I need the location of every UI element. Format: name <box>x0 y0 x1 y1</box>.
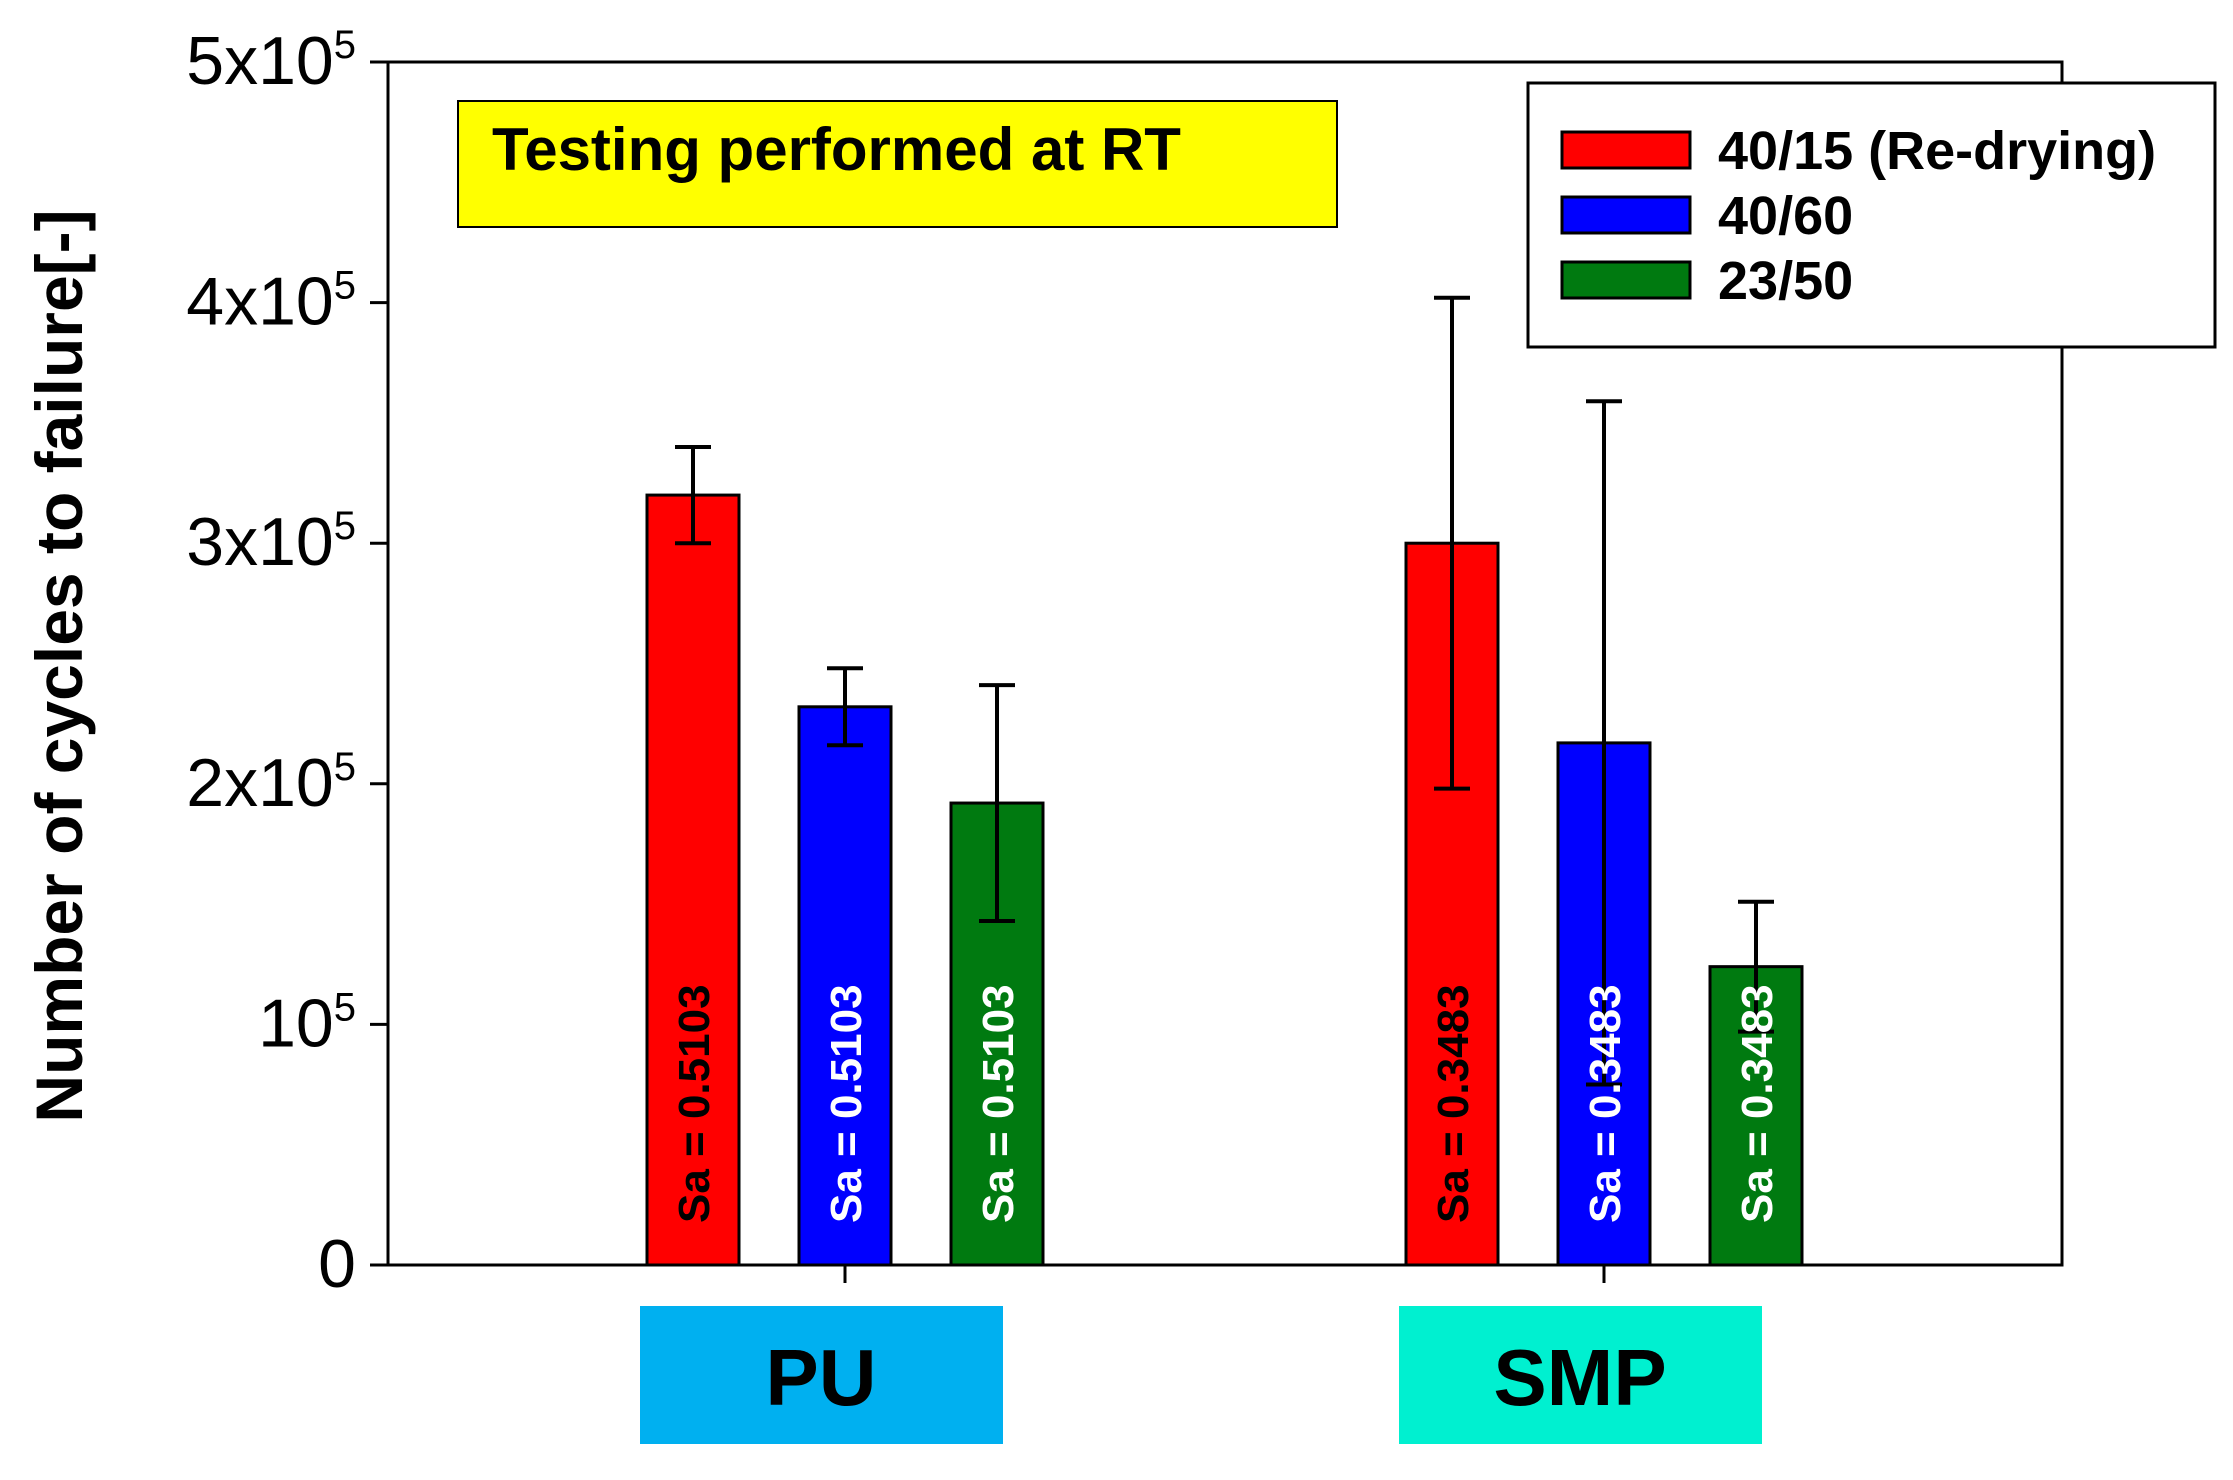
legend-swatch <box>1560 130 1692 170</box>
legend-swatch <box>1560 195 1692 235</box>
legend-label: 40/15 (Re-drying) <box>1718 121 2156 181</box>
y-axis-title: Number of cycles to failure[-] <box>22 209 96 1122</box>
bar-data-label: Sa = 0.3483 <box>1429 984 1478 1223</box>
y-tick-label: 0 <box>318 1226 356 1302</box>
y-tick-label-exponent: 5 <box>334 23 356 67</box>
y-tick-label-exponent: 5 <box>334 504 356 548</box>
y-tick-label-exponent: 5 <box>334 745 356 789</box>
y-tick-label: 4x105 <box>186 264 356 340</box>
y-tick-label: 3x105 <box>186 504 356 580</box>
category-box <box>1399 1306 1762 1444</box>
legend-label: 40/60 <box>1718 186 1853 246</box>
y-tick-label-base: 4x10 <box>186 264 333 340</box>
legend-swatch <box>1560 260 1692 300</box>
bar <box>949 801 1045 1267</box>
y-tick-label-base: 0 <box>318 1226 356 1302</box>
annotation-background <box>457 100 1338 228</box>
y-tick-label: 105 <box>258 985 356 1061</box>
legend-label: 23/50 <box>1718 251 1853 311</box>
bar-data-label: Sa = 0.3483 <box>1581 984 1630 1223</box>
x-axis: PU SMP <box>640 1265 1762 1444</box>
bar-data-label: Sa = 0.5103 <box>822 984 871 1223</box>
category-label: SMP <box>1493 1333 1666 1422</box>
y-tick-label-base: 10 <box>258 985 334 1061</box>
y-tick-label: 5x105 <box>186 23 356 99</box>
y-tick-label-base: 5x10 <box>186 23 333 99</box>
y-tick-label-exponent: 5 <box>334 264 356 308</box>
bar-data-label: Sa = 0.3483 <box>1733 984 1782 1223</box>
bar-data-label: Sa = 0.5103 <box>670 984 719 1223</box>
category-box <box>640 1306 1003 1444</box>
bar-data-label: Sa = 0.5103 <box>974 984 1023 1223</box>
category-label: PU <box>765 1333 876 1422</box>
y-tick-label-base: 2x10 <box>186 745 333 821</box>
plot-border <box>386 60 2064 1267</box>
plot-frame <box>386 60 2064 1267</box>
annotation-box: Testing performed at RT <box>457 100 1338 228</box>
y-tick-label-exponent: 5 <box>334 985 356 1029</box>
y-tick-label-base: 3x10 <box>186 504 333 580</box>
bars: Sa = 0.5103 Sa = 0.5103 Sa = 0.5103 Sa = 0.… <box>645 295 1804 1267</box>
annotation-text: Testing performed at RT <box>492 116 1181 183</box>
y-tick-label: 2x105 <box>186 745 356 821</box>
